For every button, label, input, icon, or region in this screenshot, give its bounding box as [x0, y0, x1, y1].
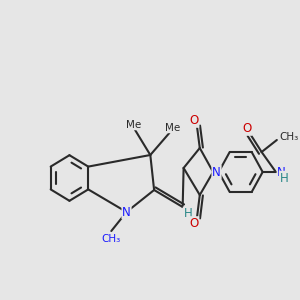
Text: Me: Me: [165, 123, 180, 133]
Text: Me: Me: [126, 120, 141, 130]
Text: H: H: [183, 207, 192, 220]
Text: O: O: [243, 122, 252, 135]
Text: N: N: [122, 206, 131, 218]
Text: CH₃: CH₃: [102, 233, 121, 244]
Text: H: H: [280, 172, 288, 184]
Text: O: O: [189, 217, 199, 230]
Text: N: N: [212, 166, 221, 178]
Text: N: N: [277, 166, 286, 178]
Text: CH₃: CH₃: [280, 132, 299, 142]
Text: O: O: [189, 114, 199, 127]
